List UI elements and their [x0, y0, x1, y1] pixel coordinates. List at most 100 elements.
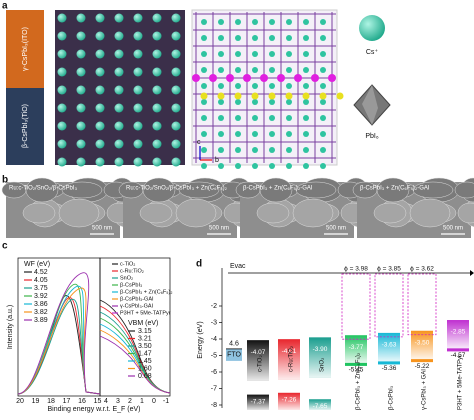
- arrowhead: [470, 270, 474, 276]
- evac-label: Evac: [230, 263, 246, 270]
- grain: [409, 198, 451, 228]
- cs-atom: [76, 121, 86, 131]
- cs-atom: [57, 31, 67, 41]
- cs-atom: [252, 115, 258, 121]
- cs-atom: [133, 67, 143, 77]
- cs-atom: [235, 83, 241, 89]
- octahedron-face: [362, 85, 378, 125]
- cs-atom: [114, 49, 124, 59]
- cs-atom: [303, 19, 309, 25]
- legend-value: 4.52: [34, 269, 48, 276]
- column-name: c-Ru:TiO₂: [289, 345, 295, 372]
- cs-atom: [286, 51, 292, 57]
- cs-atom: [218, 67, 224, 73]
- panel-label: a: [2, 1, 8, 12]
- pb-atom: [243, 74, 251, 82]
- cs-atom: [114, 67, 124, 77]
- band-fade: [345, 335, 367, 363]
- cs-atom: [320, 83, 326, 89]
- cs-atom: [201, 51, 207, 57]
- cs-atom: [235, 131, 241, 137]
- phi-value: ϕ = 3.98: [344, 266, 368, 273]
- phi-value: ϕ = 3.85: [377, 266, 401, 273]
- x-tick-label: 20: [16, 398, 24, 405]
- cs-atom: [286, 131, 292, 137]
- cs-atom: [303, 67, 309, 73]
- grain: [58, 198, 100, 228]
- vb-value: -5.22: [415, 363, 430, 370]
- spectrum: [99, 335, 171, 394]
- cs-atom: [171, 103, 181, 113]
- phase-bar: [6, 10, 44, 88]
- cs-atom: [269, 67, 275, 73]
- phi-box: [341, 273, 371, 340]
- x-tick-label: 19: [32, 398, 40, 405]
- spectrum: [17, 287, 101, 395]
- cs-atom: [320, 115, 326, 121]
- y-tick-label: -5: [211, 352, 217, 359]
- pb-atom: [294, 74, 302, 82]
- cs-atom: [133, 103, 143, 113]
- band-fade: [309, 337, 331, 378]
- legend-value: 3.92: [34, 293, 48, 300]
- pb-atom: [226, 74, 234, 82]
- cs-atom: [95, 67, 105, 77]
- fto-value: 4.6: [229, 341, 239, 348]
- cs-atom: [286, 115, 292, 121]
- cs-atom: [171, 13, 181, 23]
- y-tick-label: -4: [211, 336, 217, 343]
- cs-atom: [269, 147, 275, 153]
- grain: [295, 181, 337, 199]
- cs-atom: [269, 131, 275, 137]
- x-tick-label: 1: [140, 398, 144, 405]
- cs-atom: [320, 19, 326, 25]
- cs-atom: [76, 13, 86, 23]
- legend-title: VBM (eV): [128, 320, 158, 327]
- grain: [454, 181, 474, 199]
- sem-caption: β-CsPbI₃ + Zn(C₆F₅)₂-GAI: [243, 186, 313, 192]
- legend-value: 3.50: [138, 343, 152, 350]
- cs-atom: [57, 121, 67, 131]
- cs-atom: [152, 49, 162, 59]
- legend-text: c-TiO₂: [120, 261, 135, 267]
- plot-frame: [99, 257, 171, 397]
- legend-value: 3.75: [34, 285, 48, 292]
- cs-atom: [171, 85, 181, 95]
- cs-atom: [76, 85, 86, 95]
- cs-atom: [133, 85, 143, 95]
- cs-atom: [152, 157, 162, 167]
- cb-value: -3.50: [415, 339, 430, 346]
- cs-atom: [152, 139, 162, 149]
- cs-atom: [252, 99, 258, 105]
- cs-atom: [303, 147, 309, 153]
- pb-atom: [260, 74, 268, 82]
- cs-atom: [57, 67, 67, 77]
- cs-atom: [114, 31, 124, 41]
- zn-atom: [336, 92, 344, 100]
- phi-box: [374, 273, 404, 338]
- cs-atom: [76, 49, 86, 59]
- cs-atom: [218, 51, 224, 57]
- cs-atom: [218, 115, 224, 121]
- axis-label: c: [197, 139, 201, 146]
- x-tick-label: 17: [63, 398, 71, 405]
- cs-atom: [76, 139, 86, 149]
- y-tick-label: -2: [211, 303, 217, 310]
- legend-text: P3HT + 5Me-TATPyr: [120, 310, 171, 316]
- cs-atom: [320, 51, 326, 57]
- cb-value: -4.01: [282, 348, 297, 355]
- column-name: γ-CsPbI₃ + GAI: [422, 369, 428, 410]
- cb-value: -3.63: [382, 342, 397, 349]
- cs-atom: [152, 67, 162, 77]
- cs-atom: [252, 51, 258, 57]
- grain: [139, 202, 173, 224]
- cs-atom: [320, 131, 326, 137]
- phi-value: ϕ = 3.62: [410, 266, 434, 273]
- y-tick-label: -6: [211, 369, 217, 376]
- zn-atom: [251, 92, 259, 100]
- vb-value: -5.36: [382, 365, 397, 372]
- sem-caption: Ru:c-TiO₂/SnO₂/β-CsPbI₃: [9, 186, 78, 192]
- cs-atom: [286, 163, 292, 169]
- column-name: c-TiO₂: [258, 355, 264, 372]
- cs-atom: [57, 139, 67, 149]
